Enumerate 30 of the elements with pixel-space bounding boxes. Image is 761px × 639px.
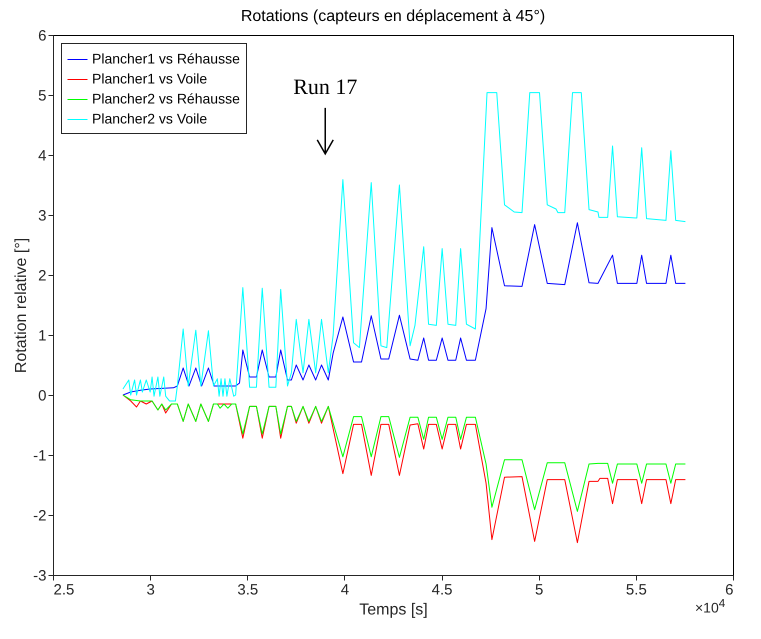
y-tick-label: 2 bbox=[38, 268, 46, 284]
x-tick-label: 5 bbox=[535, 582, 544, 598]
legend-label: Plancher2 vs Réhausse bbox=[92, 90, 240, 106]
legend-label: Plancher1 vs Réhausse bbox=[92, 50, 240, 66]
line-series bbox=[122, 394, 686, 512]
x-tick-label: 5.5 bbox=[626, 582, 647, 598]
y-tick-label: -2 bbox=[33, 508, 46, 524]
line-series bbox=[122, 222, 686, 396]
x-tick-label: 3 bbox=[146, 582, 155, 598]
line-series bbox=[122, 394, 686, 544]
legend-label: Plancher1 vs Voile bbox=[92, 70, 208, 86]
y-tick-label: 3 bbox=[38, 208, 46, 224]
y-axis-title: Rotation relative [°] bbox=[13, 238, 30, 374]
y-tick-label: -1 bbox=[33, 448, 46, 464]
text: ×10$^{4}$ bbox=[695, 597, 726, 616]
y-tick-label: 1 bbox=[38, 328, 46, 344]
x-tick-label: 6 bbox=[725, 582, 734, 598]
x-axis-title: Temps [s] bbox=[359, 602, 428, 618]
x-tick-label: 4 bbox=[340, 582, 350, 598]
x-tick-label: 4.5 bbox=[432, 582, 452, 598]
y-tick-label: 5 bbox=[38, 88, 46, 104]
x-tick-label: 3.5 bbox=[237, 582, 258, 598]
annotation: Run 17 bbox=[293, 74, 358, 100]
legend-label: Plancher2 vs Voile bbox=[92, 110, 208, 126]
y-tick-label: 0 bbox=[38, 388, 46, 404]
y-tick-label: -3 bbox=[33, 568, 46, 584]
x-tick-label: 2.5 bbox=[54, 582, 74, 598]
y-tick-label: 4 bbox=[38, 148, 46, 164]
y-tick-label: 6 bbox=[38, 28, 46, 44]
chart-title: Rotations (capteurs en déplacement à 45°) bbox=[240, 8, 546, 25]
